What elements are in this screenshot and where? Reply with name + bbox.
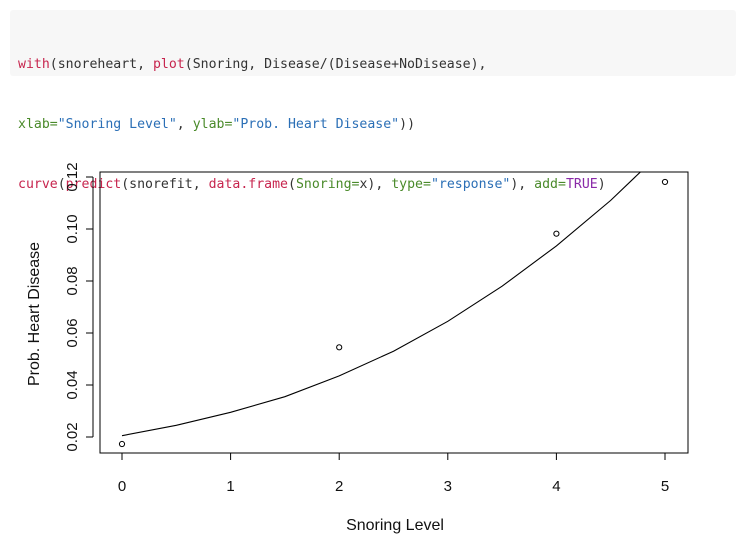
y-tick-label: 0.04 (64, 370, 81, 399)
x-tick-label: 0 (118, 478, 126, 495)
x-tick-label: 1 (226, 478, 234, 495)
fitted-curve-layer (121, 172, 642, 437)
code-token: (Snoring, Disease/(Disease+NoDisease), (184, 57, 487, 72)
plot-frame (99, 171, 689, 454)
data-points-layer (118, 178, 669, 448)
code-token: Snoring= (295, 177, 360, 192)
y-tick-label: 0.10 (64, 214, 81, 243)
code-line-1: with(snoreheart, plot(Snoring, Disease/(… (18, 55, 728, 75)
fitted-curve (121, 172, 642, 437)
x-tick-label: 2 (335, 478, 343, 495)
data-point (553, 230, 560, 237)
data-point (661, 178, 669, 186)
code-token: ), (510, 177, 535, 192)
code-token: plot (152, 57, 185, 72)
code-token: data.frame (208, 177, 288, 192)
y-tick-label: 0.02 (64, 422, 81, 451)
code-token: "response" (430, 177, 511, 192)
y-tick-label: 0.08 (64, 266, 81, 295)
code-token: , (176, 117, 193, 132)
data-point (336, 344, 343, 351)
x-tick-label: 4 (552, 478, 560, 495)
code-line-3: curve(predict(snorefit, data.frame(Snori… (18, 175, 728, 195)
code-line-2: xlab="Snoring Level", ylab="Prob. Heart … (18, 115, 728, 135)
x-axis-label: Snoring Level (346, 517, 444, 534)
code-token: x), (359, 177, 392, 192)
y-tick-label: 0.06 (64, 318, 81, 347)
code-token: ylab= (192, 117, 233, 132)
x-tick-label: 5 (661, 478, 669, 495)
code-token: (snoreheart, (49, 57, 153, 72)
code-token: TRUE (565, 177, 598, 192)
y-axis-label: Prob. Heart Disease (26, 242, 43, 386)
code-token: with (18, 57, 50, 72)
code-token: ( (57, 177, 66, 192)
code-token: curve (18, 177, 58, 192)
code-token: "Snoring Level" (57, 117, 177, 132)
code-token: (snorefit, (121, 177, 209, 192)
code-token: type= (391, 177, 431, 192)
y-tick-label: 0.12 (64, 162, 81, 191)
code-token: ) (597, 177, 606, 192)
code-token: xlab= (18, 117, 58, 132)
plot-axes: 0 1 2 3 4 5 0.02 0.04 0.06 0.08 0.10 0.12 (64, 162, 689, 495)
code-block: with(snoreheart, plot(Snoring, Disease/(… (10, 10, 736, 192)
code-token: "Prob. Heart Disease" (232, 117, 400, 132)
x-tick-label: 3 (444, 478, 452, 495)
data-point (118, 440, 126, 448)
code-token: )) (399, 117, 416, 132)
code-token: add= (534, 177, 566, 192)
code-token: ( (287, 177, 296, 192)
